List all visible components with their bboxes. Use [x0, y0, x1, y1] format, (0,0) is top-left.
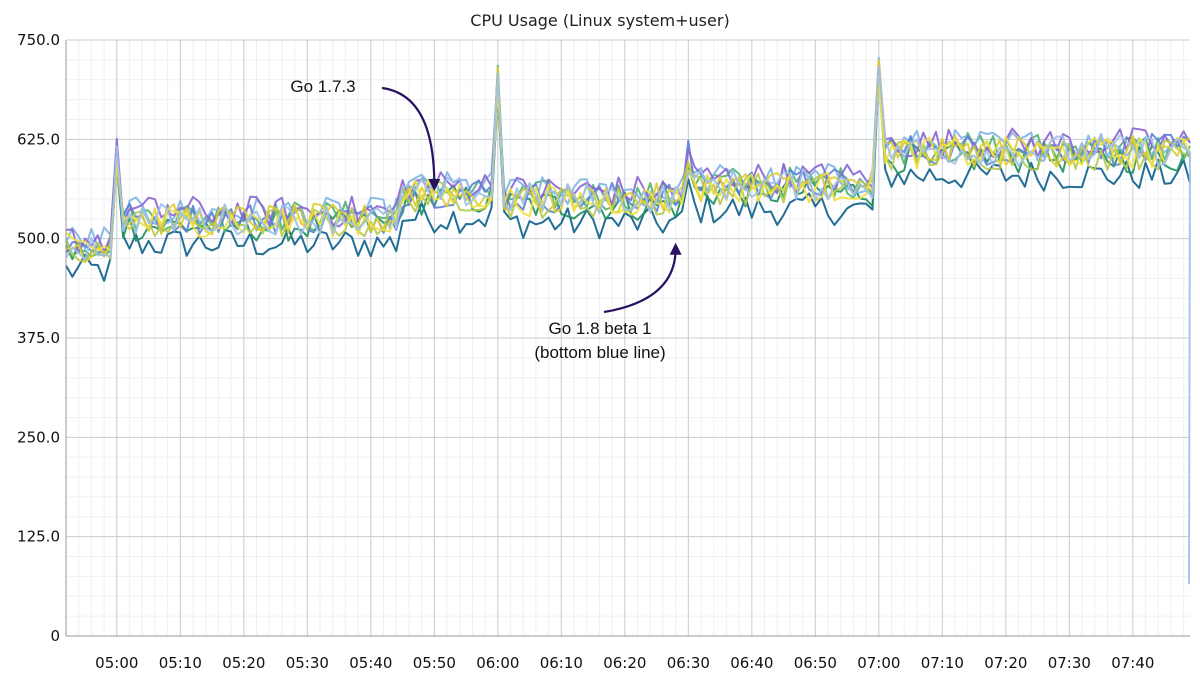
- series-line: [65, 77, 1191, 252]
- x-tick-label: 05:20: [222, 654, 265, 672]
- x-tick-label: 06:10: [540, 654, 583, 672]
- y-tick-label: 375.0: [17, 329, 60, 347]
- y-tick-label: 625.0: [17, 130, 60, 148]
- y-axis-ticks: 0 125.0 250.0 375.0 500.0 625.0 750.0: [17, 31, 60, 645]
- y-tick-label: 125.0: [17, 528, 60, 546]
- x-tick-label: 05:10: [159, 654, 202, 672]
- annotation-go-1-8-beta: Go 1.8 beta 1: [548, 319, 651, 338]
- x-tick-label: 06:40: [730, 654, 773, 672]
- x-tick-label: 05:40: [349, 654, 392, 672]
- x-tick-label: 06:20: [603, 654, 646, 672]
- x-axis-ticks: 05:00 05:10 05:20 05:30 05:40 05:50 06:00 06:10…: [95, 654, 1154, 672]
- x-tick-label: 06:50: [794, 654, 837, 672]
- x-tick-label: 06:30: [667, 654, 710, 672]
- x-tick-label: 07:10: [921, 654, 964, 672]
- y-tick-label: 750.0: [17, 31, 60, 49]
- y-tick-label: 0: [50, 627, 60, 645]
- x-tick-label: 07:20: [984, 654, 1027, 672]
- series-line: [65, 56, 1191, 251]
- annotations: Go 1.7.3 Go 1.8 beta 1 (bottom blue line): [290, 77, 682, 362]
- series-line: [65, 70, 1191, 282]
- series-line: [65, 65, 1191, 585]
- x-tick-label: 07:40: [1111, 654, 1154, 672]
- series-lines: [65, 56, 1191, 585]
- x-tick-label: 06:00: [476, 654, 519, 672]
- annotation-bottom-blue-line: (bottom blue line): [534, 343, 665, 362]
- x-tick-label: 05:00: [95, 654, 138, 672]
- y-tick-label: 500.0: [17, 230, 60, 248]
- annotation-arrowhead: [428, 178, 441, 191]
- x-tick-label: 07:30: [1048, 654, 1091, 672]
- x-tick-label: 07:00: [857, 654, 900, 672]
- annotation-arrow: [603, 248, 677, 314]
- annotation-arrowhead: [669, 242, 682, 255]
- chart-title: CPU Usage (Linux system+user): [470, 11, 729, 30]
- x-tick-label: 05:30: [286, 654, 329, 672]
- x-tick-label: 05:50: [413, 654, 456, 672]
- annotation-go-1-7-3: Go 1.7.3: [290, 77, 355, 96]
- y-tick-label: 250.0: [17, 428, 60, 446]
- annotation-arrow: [381, 86, 436, 185]
